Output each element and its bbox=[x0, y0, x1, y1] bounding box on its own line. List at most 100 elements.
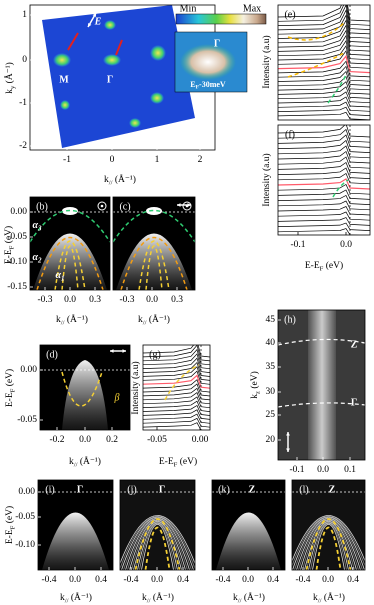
y-tick-label: 20 bbox=[266, 435, 276, 445]
x-tick-label: 0.0 bbox=[340, 240, 352, 250]
panel-l bbox=[292, 480, 365, 570]
x-tick-label: -0.4 bbox=[123, 575, 138, 585]
panel-label: (l) bbox=[299, 484, 308, 495]
panel-b bbox=[30, 197, 110, 290]
x-axis-label-part: k bbox=[142, 593, 147, 603]
trace bbox=[278, 96, 370, 108]
x-axis-label-part: k bbox=[313, 593, 318, 603]
curve bbox=[310, 523, 347, 570]
y-axis-label-part: E-E bbox=[5, 529, 15, 544]
y-axis-label-part: F bbox=[9, 388, 16, 392]
curve bbox=[278, 402, 365, 408]
x-tick-label: 0.3 bbox=[89, 295, 101, 305]
annotation: Z bbox=[329, 484, 336, 495]
curve bbox=[300, 519, 357, 570]
y-axis-label-part: k bbox=[5, 89, 15, 94]
curve bbox=[287, 52, 345, 78]
symbol bbox=[97, 201, 107, 211]
curve bbox=[113, 209, 195, 243]
curve bbox=[312, 524, 345, 570]
annotation-part: α bbox=[32, 220, 38, 231]
x-axis-label-part: (Å⁻¹) bbox=[113, 173, 136, 185]
x-tick-label: -0.3 bbox=[37, 295, 52, 305]
frame bbox=[277, 4, 371, 121]
curve bbox=[134, 518, 181, 570]
y-axis-label: E-EF (eV) bbox=[4, 369, 16, 407]
curve bbox=[116, 233, 192, 290]
curve bbox=[278, 338, 365, 346]
x-axis-label-part: (Å⁻¹) bbox=[147, 313, 170, 325]
x-axis-label-part: (Å⁻¹) bbox=[242, 591, 265, 603]
x-tick-label: 0.0 bbox=[151, 575, 163, 585]
x-tick-label: 0.4 bbox=[347, 575, 359, 585]
y-axis-label: kz (eV) bbox=[249, 371, 261, 398]
y-tick-label: 25 bbox=[266, 410, 276, 420]
curve bbox=[135, 522, 180, 570]
trace bbox=[278, 150, 370, 164]
y-tick-label: 1 bbox=[22, 10, 27, 20]
x-axis-label-part: k bbox=[60, 593, 65, 603]
curve bbox=[304, 521, 353, 570]
annotation: Γ bbox=[77, 484, 83, 495]
trace bbox=[278, 91, 370, 104]
x-tick-label: 0.4 bbox=[95, 575, 107, 585]
x-tick-label: 0.0 bbox=[242, 575, 254, 585]
annotation-part: F bbox=[146, 135, 150, 143]
panel-d bbox=[40, 345, 130, 430]
curve bbox=[287, 22, 345, 41]
annotation-part: 1 bbox=[61, 274, 65, 282]
annotation: Γ bbox=[214, 38, 220, 49]
frame bbox=[112, 196, 196, 291]
inset-blob bbox=[180, 44, 236, 80]
trace bbox=[143, 387, 210, 401]
x-axis-label-part: k bbox=[69, 457, 74, 467]
trace bbox=[278, 125, 370, 138]
trace bbox=[278, 156, 370, 169]
trace bbox=[143, 357, 210, 373]
curve bbox=[138, 240, 170, 290]
x-tick-label: 0.0 bbox=[317, 465, 329, 475]
y-axis-label-part: F bbox=[9, 525, 16, 529]
trace bbox=[278, 40, 370, 61]
curve bbox=[292, 516, 365, 570]
x-tick-label: -0.2 bbox=[49, 435, 64, 445]
curve bbox=[42, 512, 109, 570]
symbol bbox=[182, 201, 192, 211]
trace bbox=[278, 128, 370, 143]
x-tick-label: 0.4 bbox=[177, 575, 189, 585]
trace bbox=[278, 81, 370, 95]
trace bbox=[278, 222, 370, 231]
trace bbox=[278, 206, 370, 216]
frame bbox=[119, 479, 196, 571]
x-axis-label-part: E-E bbox=[159, 457, 174, 467]
panel-h bbox=[278, 310, 365, 460]
curve bbox=[308, 522, 349, 570]
curve bbox=[139, 523, 176, 570]
curve bbox=[315, 526, 342, 570]
trace bbox=[278, 29, 370, 52]
y-axis-label-part: F bbox=[8, 245, 15, 249]
y-axis-label-part: k bbox=[250, 394, 260, 399]
trace bbox=[143, 413, 210, 424]
panel-j bbox=[120, 480, 195, 570]
y-axis-label-part: (eV) bbox=[3, 226, 14, 246]
frame bbox=[277, 124, 371, 236]
x-tick-label: -0.3 bbox=[119, 295, 134, 305]
y-axis-label: ky (Å⁻¹) bbox=[3, 62, 16, 94]
frame bbox=[37, 479, 114, 571]
panel-label: (b) bbox=[36, 201, 48, 212]
y-tick-label: -0.05 bbox=[15, 512, 35, 522]
arrow-head bbox=[110, 349, 114, 353]
x-tick-label: -0.4 bbox=[41, 575, 56, 585]
trace bbox=[278, 75, 370, 91]
curve bbox=[120, 515, 195, 565]
symbol bbox=[100, 204, 104, 208]
curve bbox=[33, 233, 107, 290]
x-tick-label: 1 bbox=[155, 155, 160, 165]
arrow-head bbox=[177, 203, 181, 207]
panel-label: (d) bbox=[46, 349, 58, 360]
trace bbox=[143, 353, 210, 370]
curve bbox=[54, 240, 86, 290]
trace bbox=[278, 111, 370, 120]
panel-label: (g) bbox=[149, 349, 161, 360]
